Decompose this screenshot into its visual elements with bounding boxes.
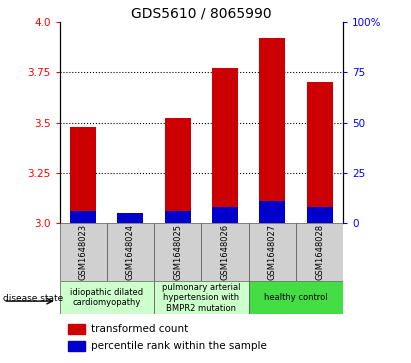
Bar [201, 223, 249, 281]
Bar [70, 127, 96, 223]
Bar [259, 201, 285, 223]
Bar [154, 223, 201, 281]
Bar [249, 281, 343, 314]
Title: GDS5610 / 8065990: GDS5610 / 8065990 [131, 7, 272, 21]
Bar [68, 324, 85, 334]
Bar [60, 223, 107, 281]
Text: percentile rank within the sample: percentile rank within the sample [91, 341, 267, 351]
Bar [154, 281, 249, 314]
Bar [165, 118, 191, 223]
Bar [307, 207, 332, 223]
Bar [307, 82, 332, 223]
Bar [249, 223, 296, 281]
Bar [212, 207, 238, 223]
Text: GSM1648027: GSM1648027 [268, 224, 277, 280]
Text: pulmonary arterial
hypertension with
BMPR2 mutation: pulmonary arterial hypertension with BMP… [162, 283, 240, 313]
Text: GSM1648024: GSM1648024 [126, 224, 135, 280]
Bar [212, 68, 238, 223]
Bar [165, 211, 191, 223]
Bar [60, 281, 154, 314]
Text: GSM1648028: GSM1648028 [315, 224, 324, 280]
Text: disease state: disease state [3, 294, 64, 303]
Text: GSM1648026: GSM1648026 [221, 224, 229, 280]
Bar [118, 217, 143, 223]
Bar [118, 213, 143, 223]
Text: GSM1648023: GSM1648023 [79, 224, 88, 280]
Text: idiopathic dilated
cardiomyopathy: idiopathic dilated cardiomyopathy [70, 288, 143, 307]
Bar [70, 211, 96, 223]
Bar [107, 223, 154, 281]
Text: transformed count: transformed count [91, 324, 188, 334]
Bar [259, 38, 285, 223]
Bar [296, 223, 343, 281]
Text: healthy control: healthy control [264, 293, 328, 302]
Bar [68, 341, 85, 351]
Text: GSM1648025: GSM1648025 [173, 224, 182, 280]
